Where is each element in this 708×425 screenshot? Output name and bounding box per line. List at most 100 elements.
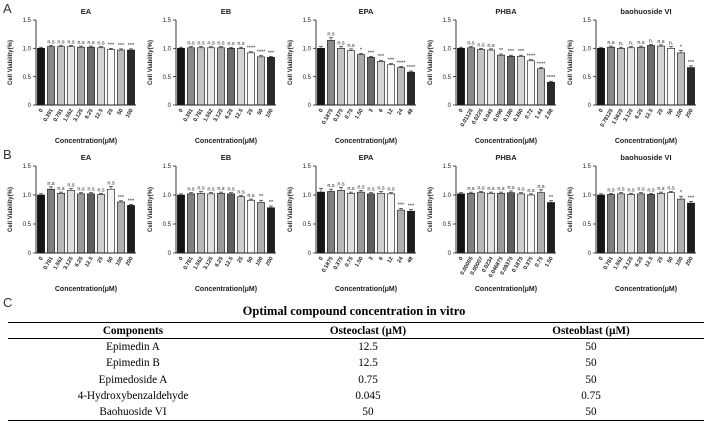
y-axis-label: Cell Viability(%) bbox=[8, 187, 14, 232]
bar bbox=[627, 194, 635, 254]
bar bbox=[657, 192, 665, 254]
x-tick-label: 50 bbox=[666, 108, 674, 116]
cell-component: Epimedin B bbox=[106, 357, 160, 370]
y-tick-label: 1.5 bbox=[163, 164, 172, 170]
bar bbox=[687, 202, 695, 254]
bar bbox=[667, 192, 675, 254]
table-title: Optimal compound concentration in vitro bbox=[242, 304, 466, 318]
x-tick-label: 200 bbox=[125, 256, 135, 267]
header-components: Components bbox=[8, 322, 258, 339]
significance-label: n.s bbox=[87, 40, 95, 46]
cell-component: Baohuoside VI bbox=[8, 404, 258, 422]
significance-label: n.s bbox=[387, 187, 395, 193]
x-axis-label: Concentration(μM) bbox=[55, 286, 117, 293]
significance-label: n.s bbox=[367, 187, 375, 193]
significance-label: **** bbox=[257, 50, 266, 56]
y-tick-label: 1.0 bbox=[23, 193, 32, 199]
significance-label: n.s bbox=[237, 190, 245, 196]
bar bbox=[107, 49, 115, 106]
bar bbox=[197, 192, 205, 254]
x-tick-label: 3 bbox=[368, 108, 375, 114]
x-tick-label: 12 bbox=[386, 108, 394, 116]
x-tick-label: 3.125 bbox=[623, 256, 635, 271]
y-tick-label: 0.5 bbox=[23, 75, 32, 81]
cell-osteoblast: 0.75 bbox=[581, 390, 601, 403]
bar bbox=[487, 49, 495, 106]
bar bbox=[257, 56, 265, 106]
x-tick-label: 0.375 bbox=[333, 256, 345, 271]
significance-label: n.s bbox=[647, 187, 655, 193]
bar bbox=[597, 194, 605, 254]
bar bbox=[477, 192, 485, 254]
y-tick-label: 1.0 bbox=[23, 47, 32, 53]
significance-label: ** bbox=[499, 48, 504, 54]
bar bbox=[207, 47, 215, 106]
significance-label: *** bbox=[118, 43, 125, 49]
y-axis-label: Cell Viability(%) bbox=[148, 40, 154, 85]
x-tick-label: 0 bbox=[458, 256, 465, 262]
bar bbox=[77, 193, 85, 254]
x-tick-label: 100 bbox=[675, 256, 685, 267]
significance-label: *** bbox=[518, 49, 525, 55]
bar bbox=[357, 191, 365, 254]
bar bbox=[517, 193, 525, 254]
significance-label: n.s bbox=[617, 187, 625, 193]
significance-label: n.s bbox=[487, 43, 495, 49]
bar bbox=[397, 67, 405, 106]
bar bbox=[207, 193, 215, 254]
significance-label: n.s bbox=[197, 41, 205, 47]
panel-label-a: A bbox=[3, 1, 12, 16]
bar bbox=[677, 52, 685, 106]
bar bbox=[607, 46, 615, 106]
x-tick-label: 1.50 bbox=[354, 256, 365, 268]
bar bbox=[47, 188, 55, 254]
x-axis-label: Concentration(μM) bbox=[335, 138, 397, 145]
significance-label: n.s bbox=[347, 186, 355, 192]
x-tick-label: 50 bbox=[666, 256, 674, 264]
x-tick-label: 0.375 bbox=[333, 108, 345, 123]
significance-label: n.s bbox=[67, 183, 75, 189]
optimal-concentration-table-section: Optimal compound concentration in vitro … bbox=[0, 300, 708, 425]
x-tick-label: 12.5 bbox=[84, 256, 95, 268]
significance-label: ** bbox=[549, 195, 554, 201]
x-tick-label: 6.25 bbox=[84, 108, 95, 120]
bar bbox=[507, 192, 515, 254]
cell-component: Epimedin A bbox=[106, 341, 160, 354]
significance-label: n.s bbox=[527, 188, 535, 194]
y-axis-label: Cell Viability(%) bbox=[8, 40, 14, 85]
x-tick-label: 50 bbox=[116, 108, 124, 116]
x-axis-label: Concentration(μM) bbox=[475, 138, 537, 145]
bar bbox=[117, 49, 125, 106]
bar bbox=[37, 48, 45, 106]
x-tick-label: 48 bbox=[406, 108, 414, 116]
significance-label: n.s bbox=[187, 187, 195, 193]
significance-label: **** bbox=[537, 62, 546, 68]
significance-label: n.s bbox=[47, 40, 55, 46]
x-tick-label: 24 bbox=[396, 107, 405, 116]
bar bbox=[127, 205, 135, 254]
x-tick-label: 100 bbox=[675, 108, 685, 119]
significance-label: n.s bbox=[187, 41, 195, 47]
y-tick-label: 1.5 bbox=[23, 164, 32, 170]
significance-label: * bbox=[680, 190, 683, 196]
bar bbox=[377, 61, 385, 106]
significance-label: n.s bbox=[77, 187, 85, 193]
x-tick-label: 1.44 bbox=[534, 107, 545, 120]
x-tick-label: 12.5 bbox=[644, 256, 655, 268]
significance-label: *** bbox=[688, 60, 695, 66]
significance-label: n.s bbox=[607, 187, 615, 193]
x-tick-label: 1.50 bbox=[354, 108, 365, 120]
y-tick-label: 0.5 bbox=[443, 75, 452, 81]
bar bbox=[647, 194, 655, 254]
y-tick-label: 0 bbox=[28, 103, 32, 109]
significance-label: n.s bbox=[657, 39, 665, 45]
y-tick-label: 0.5 bbox=[443, 222, 452, 228]
bar bbox=[457, 193, 465, 254]
significance-label: n.s bbox=[487, 186, 495, 192]
bar bbox=[607, 194, 615, 254]
y-axis-label: Cell Viability(%) bbox=[148, 187, 154, 232]
bar bbox=[237, 48, 245, 106]
bar bbox=[457, 48, 465, 106]
y-tick-label: 1.5 bbox=[443, 18, 452, 24]
bar bbox=[387, 193, 395, 254]
